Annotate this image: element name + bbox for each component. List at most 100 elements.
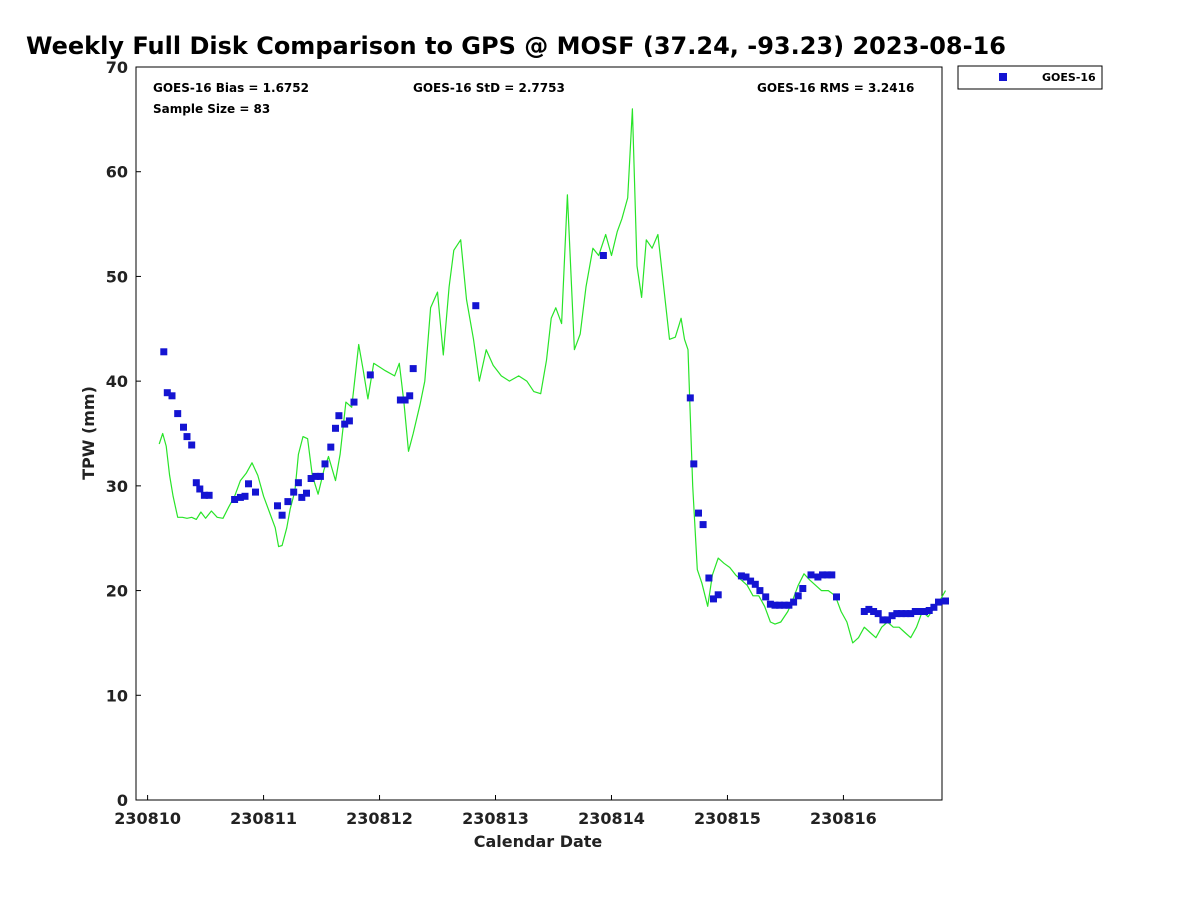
bias-stat: GOES-16 Bias = 1.6752: [153, 81, 309, 95]
goes16-point: [705, 574, 713, 582]
goes16-point: [183, 433, 191, 441]
goes16-point: [472, 302, 480, 310]
goes16-point: [776, 601, 784, 609]
legend-box: [957, 65, 1103, 90]
goes16-point: [699, 521, 707, 529]
goes16-point: [756, 587, 764, 595]
goes16-point: [874, 610, 882, 618]
goes16-point: [303, 489, 310, 497]
goes16-point: [942, 597, 949, 605]
chart-title: Weekly Full Disk Comparison to GPS @ MOS…: [26, 32, 1006, 60]
goes16-point: [409, 365, 417, 373]
goes16-point: [284, 498, 292, 506]
goes16-point: [312, 472, 320, 480]
goes16-point: [200, 491, 208, 499]
std-stat: GOES-16 StD = 2.7753: [413, 81, 565, 95]
goes16-point: [236, 493, 244, 501]
x-tick-label: 230810: [114, 809, 181, 828]
y-tick-label: 20: [106, 582, 128, 601]
goes16-point: [714, 591, 722, 599]
goes16-point: [935, 598, 942, 606]
axes: 0 10 20 30 40 50 60 70 230810 230811 230812 230813 2…: [106, 58, 877, 828]
goes16-point: [163, 389, 171, 397]
goes16-point: [907, 610, 915, 618]
goes16-point: [771, 601, 779, 609]
x-axis-label: Calendar Date: [474, 832, 603, 851]
goes16-point: [921, 608, 929, 615]
y-axis-label: TPW (mm): [79, 386, 98, 480]
gps-series: [158, 108, 947, 644]
goes16-point: [290, 488, 298, 496]
goes16-point: [819, 571, 826, 579]
goes16-point: [350, 398, 358, 406]
x-tick-label: 230815: [694, 809, 761, 828]
goes16-point: [327, 443, 335, 451]
goes16-point: [245, 480, 252, 488]
goes16-point: [366, 371, 374, 379]
goes16-point: [298, 493, 306, 501]
goes16-point: [332, 424, 339, 432]
goes16-point: [888, 612, 896, 620]
goes16-point: [870, 608, 878, 615]
rms-stat: GOES-16 RMS = 3.2416: [757, 81, 914, 95]
x-tick-label: 230814: [578, 809, 645, 828]
goes16-point: [231, 496, 239, 503]
y-tick-label: 50: [106, 267, 128, 286]
goes16-point: [695, 509, 702, 517]
x-tick-label: 230813: [462, 809, 529, 828]
goes16-point: [925, 607, 933, 614]
goes16-point: [406, 392, 414, 400]
goes16-point: [737, 572, 745, 580]
goes16-point: [893, 610, 901, 618]
goes16-point: [335, 412, 343, 420]
goes16-point: [241, 492, 249, 500]
goes16-point: [884, 616, 891, 624]
goes16-point: [785, 601, 793, 609]
goes16-point: [196, 485, 204, 493]
goes16-point: [833, 593, 840, 601]
goes16-point: [294, 479, 302, 487]
goes16-point: [902, 610, 910, 618]
goes16-point: [766, 600, 774, 608]
goes16-point: [345, 417, 353, 425]
legend-goes16-label: GOES-16: [1042, 71, 1096, 84]
plot-area: [135, 66, 943, 801]
y-tick-label: 70: [106, 58, 128, 77]
goes16-point: [180, 423, 187, 431]
goes16-point: [828, 571, 836, 579]
goes16-point: [823, 571, 831, 579]
goes16-point: [751, 580, 759, 588]
goes16-point: [192, 479, 200, 487]
goes16-point: [897, 610, 905, 618]
goes16-point: [599, 252, 607, 259]
goes16-point: [860, 608, 868, 615]
goes16-point: [160, 348, 168, 356]
gps-line: [158, 108, 947, 644]
goes16-point: [307, 475, 315, 482]
goes16-point: [807, 571, 815, 579]
legend-goes16-marker: [999, 73, 1007, 81]
goes16-point: [341, 420, 349, 428]
goes16-point: [274, 502, 281, 510]
goes16-point: [174, 410, 182, 418]
goes16-point: [799, 585, 807, 592]
x-tick-label: 230816: [810, 809, 877, 828]
goes16-point: [252, 488, 259, 496]
goes16-point: [401, 396, 409, 404]
goes16-point: [188, 441, 196, 449]
goes16-point: [747, 577, 755, 585]
goes16-point: [690, 460, 698, 468]
goes16-point: [780, 601, 788, 609]
goes16-point: [911, 608, 919, 615]
goes16-point: [710, 595, 717, 603]
goes16-point: [278, 511, 286, 519]
legend: GOES-16: [957, 65, 1103, 90]
goes16-point: [686, 394, 694, 402]
goes16-point: [396, 396, 404, 404]
goes16-point: [205, 491, 213, 499]
y-tick-label: 10: [106, 686, 128, 705]
goes16-point: [794, 592, 802, 600]
goes16-point: [814, 573, 822, 581]
sample-size-stat: Sample Size = 83: [153, 102, 270, 116]
